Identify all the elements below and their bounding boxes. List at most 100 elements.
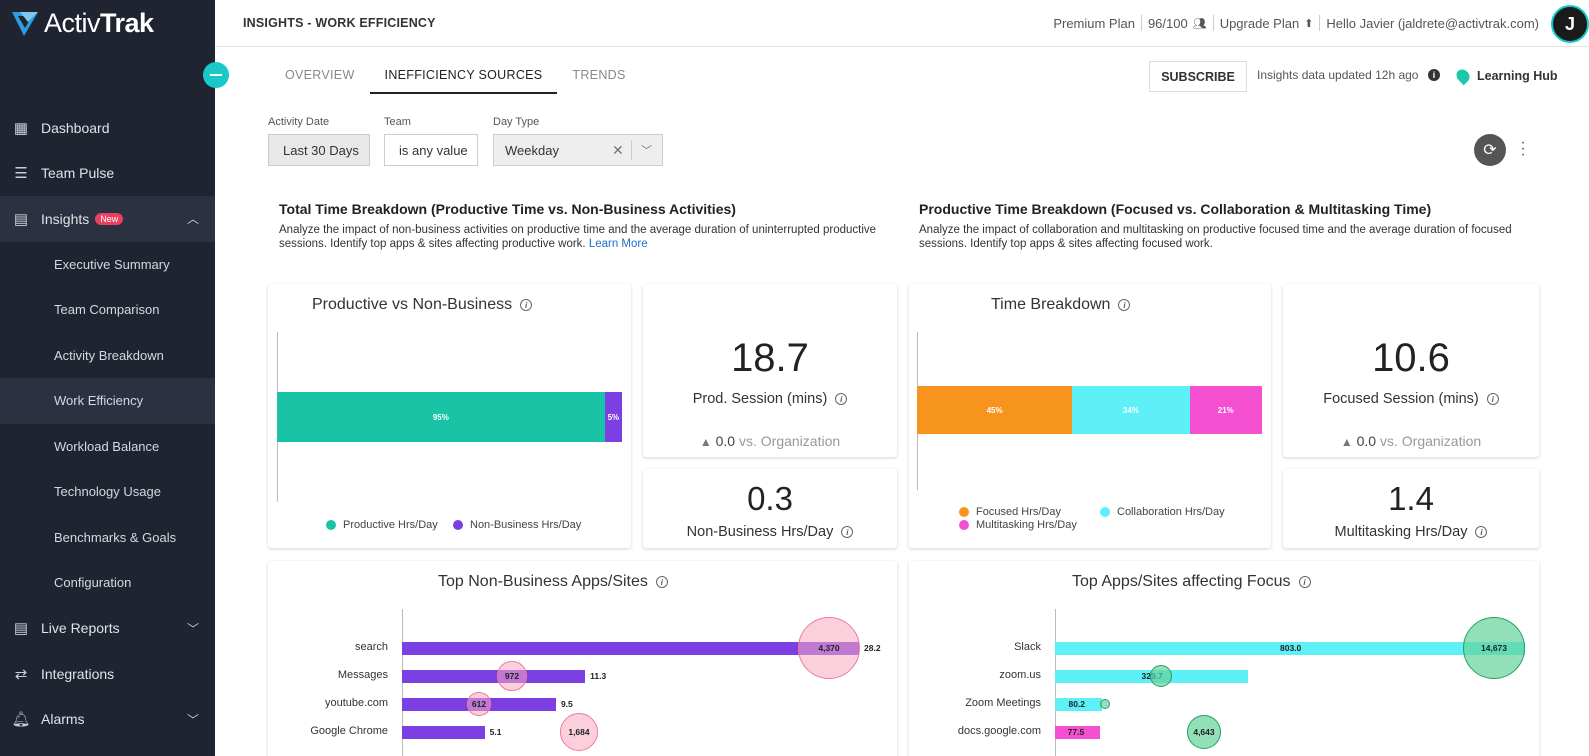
tab-trends[interactable]: TRENDS	[572, 68, 626, 82]
bar-segment-non-business-hrs-day[interactable]: 5%	[604, 392, 622, 442]
multitasking-card: 1.4 Multitasking Hrs/Day i	[1283, 469, 1539, 548]
sidebar-item-label: Integrations	[41, 665, 115, 682]
tab-bar: OVERVIEW INEFFICIENCY SOURCES TRENDS	[270, 60, 641, 94]
chevron-down-icon[interactable]: ﹀	[186, 712, 199, 727]
bar-value-label: 5.1	[489, 727, 502, 737]
focused-session-card: 10.6 Focused Session (mins) i ▲ 0.0 vs. O…	[1283, 284, 1539, 457]
legend-item-focused: Focused Hrs/Day	[959, 506, 1061, 518]
tab-overview[interactable]: OVERVIEW	[285, 68, 355, 82]
divider	[1140, 15, 1142, 31]
chevron-down-icon[interactable]: ﹀	[641, 145, 652, 157]
divider	[631, 140, 632, 160]
sidebar-item-label: Configuration	[54, 575, 132, 591]
focused-session-label: Focused Session (mins) i	[1283, 391, 1539, 407]
sidebar-item-benchmarks-goals[interactable]: Benchmarks & Goals	[0, 515, 215, 561]
more-options-icon[interactable]: · · ·	[1520, 134, 1526, 163]
avatar[interactable]: J	[1551, 5, 1589, 43]
legend-item-collaboration: Collaboration Hrs/Day	[1100, 506, 1225, 518]
bubble[interactable]: 972	[497, 661, 527, 691]
bar[interactable]	[402, 642, 859, 655]
tab-inefficiency-sources[interactable]: INEFFICIENCY SOURCES	[369, 60, 558, 94]
bar[interactable]	[1055, 642, 1525, 655]
bubble[interactable]: 1,684	[559, 712, 599, 752]
non-business-card: 0.3 Non-Business Hrs/Day i	[643, 469, 897, 548]
info-icon[interactable]: i	[841, 526, 854, 538]
new-badge: New	[95, 212, 124, 225]
refresh-button[interactable]: ⟳	[1474, 134, 1506, 166]
divider	[1319, 15, 1321, 31]
bar-segment-multitasking-hrs-day[interactable]: 21%	[1189, 386, 1262, 434]
team-select[interactable]: is any value	[384, 134, 478, 166]
sidebar-item-executive-summary[interactable]: Executive Summary	[0, 242, 215, 288]
bar[interactable]	[402, 726, 485, 739]
info-icon[interactable]: i	[1475, 526, 1488, 538]
sidebar-collapse-button[interactable]	[203, 62, 229, 88]
legend-dot	[959, 520, 969, 530]
chevron-down-icon[interactable]: ﹀	[186, 621, 199, 636]
sidebar-item-live-reports[interactable]: ▤ Live Reports ﹀	[0, 606, 215, 652]
category-label: Google Chrome	[310, 725, 388, 737]
learning-hub-link[interactable]: Learning Hub	[1453, 66, 1558, 86]
sidebar-item-insights[interactable]: ▤ Insights New ︿	[0, 196, 215, 242]
sidebar-item-workload-balance[interactable]: Workload Balance	[0, 424, 215, 470]
team-pulse-icon: ☰	[14, 165, 28, 183]
bar[interactable]	[402, 670, 586, 683]
bubble[interactable]: 4,643	[1186, 714, 1222, 750]
bar[interactable]	[1055, 726, 1101, 739]
info-icon[interactable]: i	[1118, 299, 1131, 311]
upgrade-icon: ⬆	[1304, 17, 1314, 30]
info-icon[interactable]: i	[835, 393, 848, 405]
non-business-value: 0.3	[747, 480, 793, 517]
day-type-label: Day Type	[493, 116, 540, 128]
bubble[interactable]	[1149, 664, 1172, 687]
bubble[interactable]	[1100, 699, 1110, 709]
info-icon[interactable]: i	[1428, 69, 1440, 81]
sidebar-item-team-comparison[interactable]: Team Comparison	[0, 287, 215, 333]
clear-icon[interactable]: ✕	[612, 141, 624, 158]
chevron-up-icon[interactable]: ︿	[186, 212, 199, 227]
bar-segment-collaboration-hrs-day[interactable]: 34%	[1072, 386, 1190, 434]
sidebar-item-label: Work Efficiency	[54, 393, 144, 409]
bar-segment-productive-hrs-day[interactable]: 95%	[277, 392, 605, 442]
sidebar-item-work-efficiency[interactable]: Work Efficiency	[0, 378, 215, 424]
info-icon[interactable]: i	[520, 299, 533, 311]
activtrak-logo[interactable]: ActivTrak	[10, 6, 154, 40]
legend-dot	[453, 520, 463, 530]
section-desc-right: Analyze the impact of collaboration and …	[919, 224, 1512, 250]
bar[interactable]	[1055, 698, 1102, 711]
non-business-label: Non-Business Hrs/Day i	[643, 524, 897, 540]
triangle-up-icon: ▲	[1340, 435, 1353, 449]
sidebar-item-integrations[interactable]: ⇄ Integrations	[0, 651, 215, 697]
day-type-select[interactable]: Weekday ✕ ﹀	[493, 134, 663, 166]
bubble[interactable]: 14,673	[1463, 617, 1525, 679]
upgrade-plan-link[interactable]: Upgrade Plan	[1219, 15, 1300, 31]
bar-segment-focused-hrs-day[interactable]: 45%	[917, 386, 1073, 434]
triangle-up-icon: ▲	[699, 435, 712, 449]
bar-value-label: 28.2	[864, 643, 881, 653]
logo-text: ActivTrak	[44, 7, 154, 38]
user-greeting[interactable]: Hello Javier (jaldrete@activtrak.com)	[1326, 15, 1539, 31]
sidebar-item-team-pulse[interactable]: ☰ Team Pulse	[0, 151, 215, 197]
info-icon[interactable]: i	[1298, 576, 1311, 588]
sidebar-item-configuration[interactable]: Configuration	[0, 560, 215, 606]
sidebar-item-technology-usage[interactable]: Technology Usage	[0, 469, 215, 515]
location-pin-icon	[1453, 66, 1473, 86]
section-desc-left: Analyze the impact of non-business activ…	[279, 224, 877, 250]
learn-more-link[interactable]: Learn More	[588, 238, 648, 250]
info-icon[interactable]: i	[1486, 393, 1499, 405]
activity-date-select[interactable]: Last 30 Days	[268, 134, 370, 166]
bubble[interactable]: 612	[467, 692, 491, 716]
card-title: Top Apps/Sites affecting Focus i	[1072, 573, 1311, 591]
bar-value-label: 9.5	[560, 699, 573, 709]
top-header: INSIGHTS - WORK EFFICIENCY Premium Plan …	[215, 0, 1589, 47]
info-icon[interactable]: i	[655, 576, 668, 588]
learning-hub-label: Learning Hub	[1477, 69, 1558, 83]
sidebar-item-dashboard[interactable]: ▦ Dashboard	[0, 105, 215, 151]
data-updated-text: Insights data updated 12h ago	[1257, 68, 1419, 82]
sidebar-item-alarms[interactable]: 🔔︎ Alarms ﹀	[0, 697, 215, 743]
sidebar-item-activity-breakdown[interactable]: Activity Breakdown	[0, 333, 215, 379]
legend-item-multitasking: Multitasking Hrs/Day	[959, 519, 1077, 531]
subscribe-button[interactable]: SUBSCRIBE	[1149, 61, 1247, 92]
integrations-icon: ⇄	[14, 665, 28, 683]
bubble[interactable]: 4,370	[798, 617, 860, 679]
